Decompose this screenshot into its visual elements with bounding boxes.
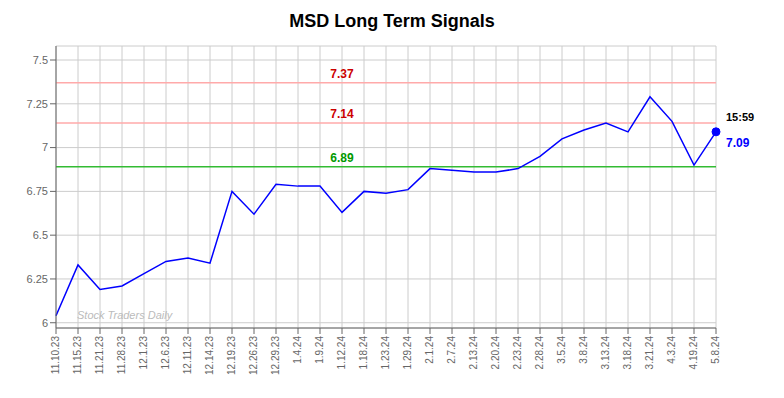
svg-text:6.89: 6.89 [330,151,354,165]
svg-text:2.13.24: 2.13.24 [468,336,479,370]
svg-text:3.5.24: 3.5.24 [556,336,567,364]
svg-text:4.3.24: 4.3.24 [666,336,677,364]
svg-text:2.28.24: 2.28.24 [534,336,545,370]
svg-text:6.25: 6.25 [27,273,48,285]
svg-text:Stock Traders Daily: Stock Traders Daily [77,309,174,321]
svg-text:2.1.24: 2.1.24 [424,336,435,364]
svg-text:1.4.24: 1.4.24 [292,336,303,364]
svg-text:2.23.24: 2.23.24 [512,336,523,370]
svg-text:1.23.24: 1.23.24 [380,336,391,370]
svg-text:1.9.24: 1.9.24 [314,336,325,364]
svg-text:12.14.23: 12.14.23 [204,336,215,375]
svg-text:6.5: 6.5 [33,229,48,241]
svg-text:2.20.24: 2.20.24 [490,336,501,370]
svg-text:7.09: 7.09 [726,136,750,150]
svg-text:1.29.24: 1.29.24 [402,336,413,370]
svg-text:11.10.23: 11.10.23 [50,336,61,375]
svg-text:11.21.23: 11.21.23 [94,336,105,375]
svg-text:12.6.23: 12.6.23 [160,336,171,370]
svg-text:2.7.24: 2.7.24 [446,336,457,364]
svg-text:1.12.24: 1.12.24 [336,336,347,370]
svg-text:11.15.23: 11.15.23 [72,336,83,375]
svg-text:11.28.23: 11.28.23 [116,336,127,375]
svg-text:3.18.24: 3.18.24 [622,336,633,370]
svg-text:12.19.23: 12.19.23 [226,336,237,375]
svg-text:12.29.23: 12.29.23 [270,336,281,375]
svg-text:12.1.23: 12.1.23 [138,336,149,370]
svg-text:7: 7 [42,141,48,153]
svg-text:3.8.24: 3.8.24 [578,336,589,364]
svg-text:7.5: 7.5 [33,54,48,66]
svg-text:6.75: 6.75 [27,185,48,197]
html-text:MSD Long Term Signals: MSD Long Term Signals [289,11,495,31]
svg-text:7.37: 7.37 [330,67,354,81]
svg-text:12.26.23: 12.26.23 [248,336,259,375]
svg-text:1.18.24: 1.18.24 [358,336,369,370]
svg-text:7.25: 7.25 [27,98,48,110]
svg-text:7.14: 7.14 [330,107,354,121]
svg-text:12.11.23: 12.11.23 [182,336,193,375]
svg-text:5.8.24: 5.8.24 [710,336,721,364]
svg-text:6: 6 [42,317,48,329]
svg-text:3.21.24: 3.21.24 [644,336,655,370]
svg-text:3.13.24: 3.13.24 [600,336,611,370]
svg-text:4.19.24: 4.19.24 [688,336,699,370]
svg-text:15:59: 15:59 [726,111,754,123]
